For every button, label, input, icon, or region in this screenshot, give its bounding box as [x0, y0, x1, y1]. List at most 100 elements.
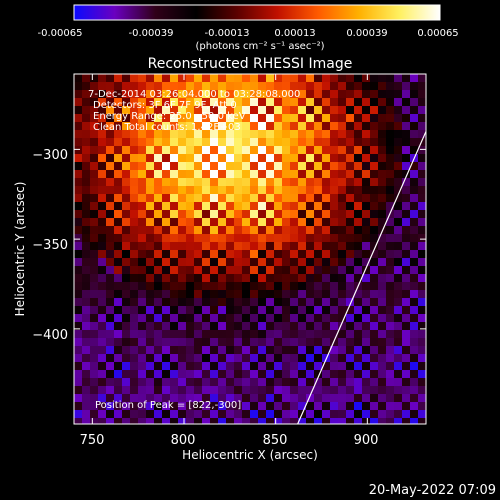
heatmap-cell [106, 250, 114, 258]
heatmap-cell [314, 122, 322, 130]
heatmap-cell [90, 74, 98, 82]
heatmap-cell [258, 82, 266, 90]
heatmap-cell [186, 218, 194, 226]
colorbar-tick: 0.00039 [346, 28, 387, 39]
heatmap-cell [186, 186, 194, 194]
heatmap-cell [74, 362, 82, 370]
heatmap-cell [202, 106, 210, 114]
heatmap-cell [138, 186, 146, 194]
heatmap-cell [274, 362, 282, 370]
heatmap-cell [266, 330, 274, 338]
heatmap-cell [266, 186, 274, 194]
heatmap-cell [354, 298, 362, 306]
heatmap-cell [122, 82, 130, 90]
heatmap-cell [402, 410, 410, 418]
heatmap-cell [314, 386, 322, 394]
heatmap-cell [338, 298, 346, 306]
x-tick-label: 750 [80, 433, 105, 448]
heatmap-cell [242, 410, 250, 418]
heatmap-cell [74, 170, 82, 178]
heatmap-cell [402, 394, 410, 402]
heatmap-cell [242, 362, 250, 370]
heatmap-cell [162, 338, 170, 346]
heatmap-cell [98, 290, 106, 298]
heatmap-cell [322, 178, 330, 186]
heatmap-cell [402, 218, 410, 226]
heatmap-cell [234, 202, 242, 210]
heatmap-cell [106, 418, 114, 424]
heatmap-cell [410, 402, 418, 410]
heatmap-cell [106, 202, 114, 210]
heatmap-cell [218, 314, 226, 322]
heatmap-cell [82, 218, 90, 226]
heatmap-cell [346, 258, 354, 266]
heatmap-cell [122, 314, 130, 322]
heatmap-cell [202, 274, 210, 282]
heatmap-cell [74, 258, 82, 266]
heatmap-cell [322, 186, 330, 194]
heatmap-cell [258, 290, 266, 298]
heatmap-cell [202, 234, 210, 242]
heatmap-cell [290, 394, 298, 402]
heatmap-cell [122, 210, 130, 218]
heatmap-cell [410, 210, 418, 218]
heatmap-cell [82, 162, 90, 170]
heatmap-cell [362, 130, 370, 138]
heatmap-cell [266, 250, 274, 258]
heatmap-cell [362, 362, 370, 370]
heatmap-cell [306, 186, 314, 194]
heatmap-cell [154, 250, 162, 258]
heatmap-cell [98, 258, 106, 266]
heatmap-cell [162, 82, 170, 90]
y-tick-label: −300 [32, 148, 68, 163]
heatmap-cell [242, 130, 250, 138]
heatmap-cell [322, 402, 330, 410]
heatmap-cell [386, 306, 394, 314]
heatmap-cell [354, 146, 362, 154]
heatmap-cell [170, 98, 178, 106]
heatmap-cell [258, 146, 266, 154]
heatmap-cell [90, 178, 98, 186]
heatmap-cell [298, 178, 306, 186]
heatmap-cell [386, 298, 394, 306]
heatmap-cell [130, 346, 138, 354]
heatmap-cell [98, 370, 106, 378]
heatmap-cell [122, 362, 130, 370]
heatmap-cell [154, 354, 162, 362]
heatmap-cell [210, 330, 218, 338]
heatmap-cell [346, 146, 354, 154]
heatmap-cell [242, 282, 250, 290]
heatmap-cell [106, 378, 114, 386]
heatmap-cell [82, 82, 90, 90]
heatmap-cell [106, 146, 114, 154]
heatmap-cell [410, 274, 418, 282]
heatmap-cell [250, 170, 258, 178]
heatmap-cell [410, 202, 418, 210]
heatmap-cell [274, 370, 282, 378]
heatmap-cell [154, 258, 162, 266]
heatmap-cell [90, 162, 98, 170]
heatmap-cell [338, 394, 346, 402]
heatmap-cell [178, 146, 186, 154]
heatmap-cell [346, 298, 354, 306]
heatmap-cell [242, 74, 250, 82]
heatmap-cell [210, 394, 218, 402]
heatmap-cell [98, 138, 106, 146]
heatmap-cell [354, 330, 362, 338]
heatmap-cell [354, 274, 362, 282]
heatmap-cell [194, 410, 202, 418]
heatmap-cell [130, 82, 138, 90]
heatmap-cell [242, 122, 250, 130]
heatmap-cell [114, 82, 122, 90]
heatmap-cell [130, 370, 138, 378]
heatmap-cell [146, 90, 154, 98]
heatmap-cell [290, 306, 298, 314]
heatmap-cell [74, 210, 82, 218]
heatmap-cell [330, 138, 338, 146]
heatmap-cell [242, 418, 250, 424]
heatmap-cell [394, 330, 402, 338]
heatmap-cell [122, 178, 130, 186]
heatmap-cell [290, 194, 298, 202]
heatmap-cell [154, 290, 162, 298]
heatmap-cell [242, 394, 250, 402]
